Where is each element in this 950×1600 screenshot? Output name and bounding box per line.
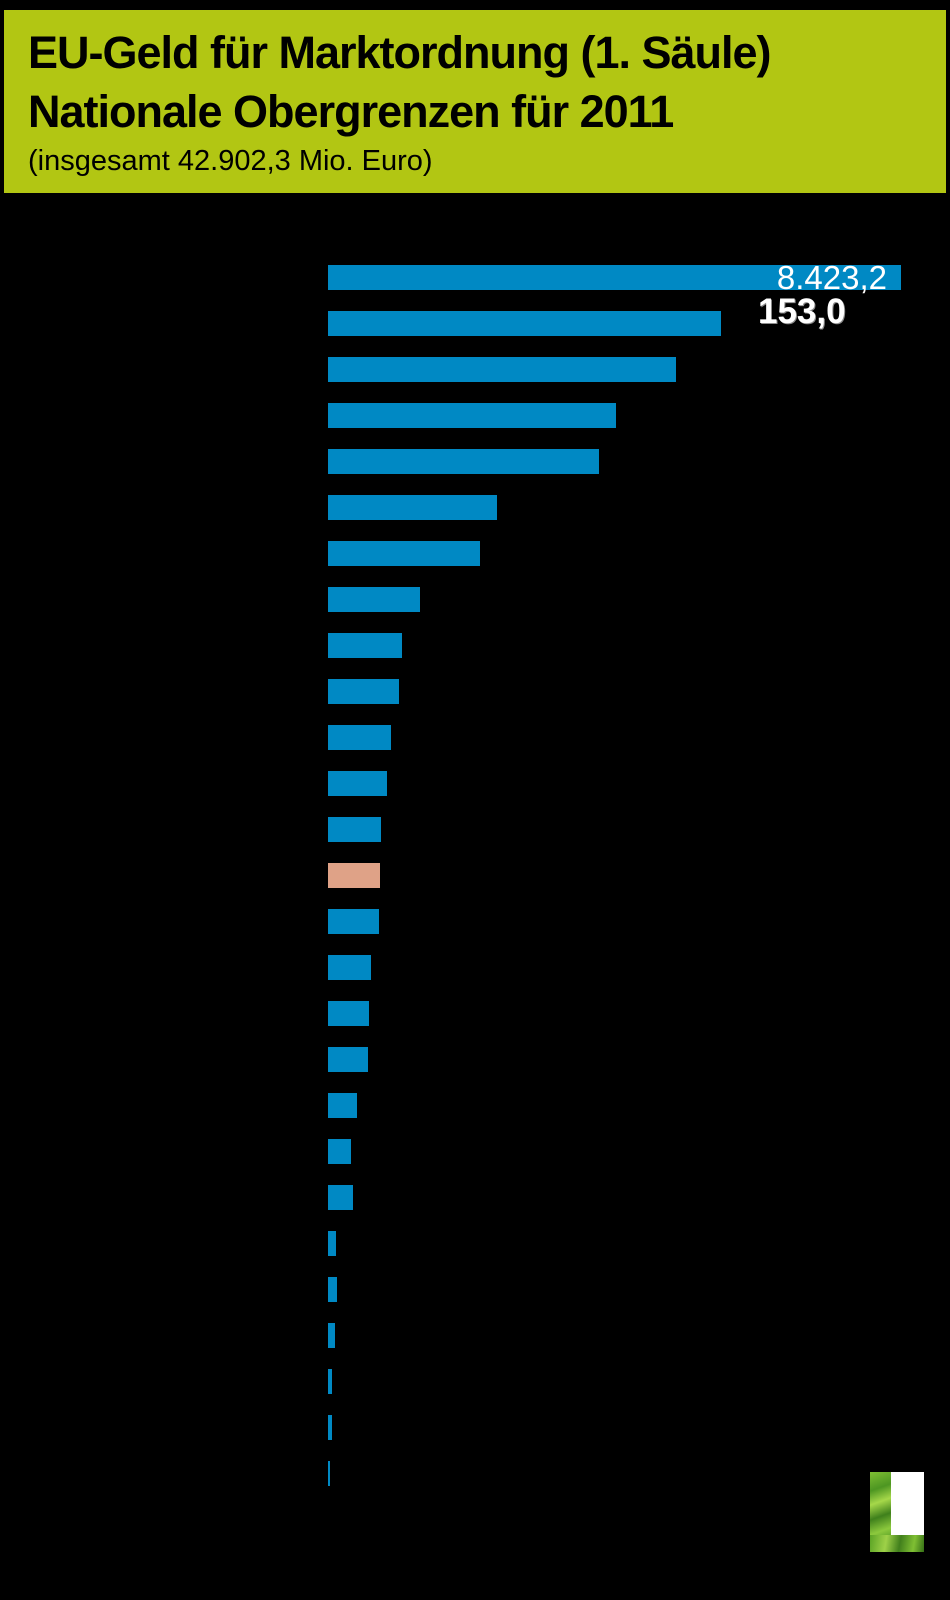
grass-l-logo-horizontal-bar	[870, 1535, 924, 1552]
bar-rank-18	[328, 1047, 368, 1072]
bar-rank-7	[328, 541, 480, 566]
bar-rank-27	[328, 1461, 330, 1486]
data-label-bar-1: 8.423,2	[776, 259, 887, 296]
subtitle-total: (insgesamt 42.902,3 Mio. Euro)	[28, 145, 433, 177]
bar-rank-12	[328, 771, 387, 796]
bar-rank-6	[328, 495, 497, 520]
bar-rank-20	[328, 1139, 351, 1164]
bar-rank-5	[328, 449, 599, 474]
bar-rank-13	[328, 817, 381, 842]
grass-l-logo-vertical-bar	[870, 1472, 891, 1552]
bar-rank-10	[328, 679, 399, 704]
bar-rank-15	[328, 909, 379, 934]
bar-rank-19	[328, 1093, 357, 1118]
header-banner: EU-Geld für Marktordnung (1. Säule) Nati…	[4, 10, 946, 193]
title-line-1: EU-Geld für Marktordnung (1. Säule)	[28, 27, 772, 78]
title-line-2: Nationale Obergrenzen für 2011	[28, 86, 674, 137]
bar-rank-2	[328, 311, 721, 336]
bar-rank-23	[328, 1277, 337, 1302]
bar-rank-1	[328, 265, 901, 290]
bar-rank-11	[328, 725, 391, 750]
bar-rank-8	[328, 587, 420, 612]
bar-rank-16	[328, 955, 371, 980]
bar-rank-21	[328, 1185, 353, 1210]
bar-rank-24	[328, 1323, 335, 1348]
bar-rank-9	[328, 633, 402, 658]
grass-l-logo-icon	[870, 1472, 924, 1552]
bar-rank-3	[328, 357, 676, 382]
bar-rank-26	[328, 1415, 332, 1440]
bar-rank-22	[328, 1231, 336, 1256]
bar-rank-14	[328, 863, 380, 888]
bar-rank-17	[328, 1001, 369, 1026]
bar-rank-4	[328, 403, 616, 428]
bar-rank-25	[328, 1369, 332, 1394]
data-label-floating: 153,0	[758, 292, 846, 331]
